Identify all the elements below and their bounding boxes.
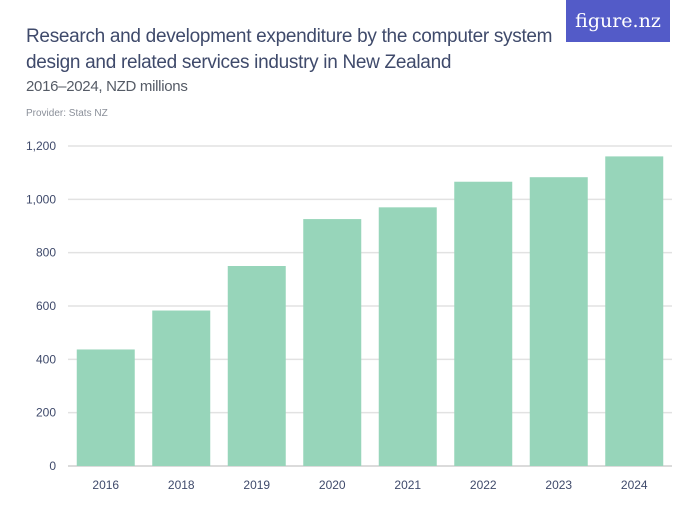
x-tick-label: 2016: [92, 478, 119, 492]
bar-2018: [152, 310, 211, 466]
x-tick-label: 2019: [243, 478, 270, 492]
y-tick-label: 600: [36, 299, 56, 313]
provider-label: Provider: Stats NZ: [26, 108, 108, 119]
figure-nz-logo[interactable]: figure.nz: [566, 0, 670, 42]
bar-2022: [454, 181, 513, 466]
bar-2024: [605, 156, 664, 466]
y-tick-label: 1,000: [26, 192, 56, 206]
x-tick-label: 2022: [470, 478, 497, 492]
x-tick-label: 2024: [621, 478, 648, 492]
bar-2021: [378, 207, 437, 467]
y-tick-label: 200: [36, 406, 56, 420]
bar-2019: [227, 266, 286, 466]
chart-subtitle: 2016–2024, NZD millions: [26, 78, 188, 95]
x-tick-label: 2018: [168, 478, 195, 492]
x-tick-label: 2020: [319, 478, 346, 492]
y-tick-label: 800: [36, 246, 56, 260]
x-tick-label: 2021: [394, 478, 421, 492]
x-tick-label: 2023: [545, 478, 572, 492]
chart-title: Research and development expenditure by …: [26, 26, 553, 73]
y-tick-label: 0: [49, 459, 56, 473]
y-tick-label: 400: [36, 352, 56, 366]
bar-2023: [529, 177, 588, 466]
bar-2016: [76, 349, 135, 466]
y-tick-label: 1,200: [26, 139, 56, 153]
bar-2020: [303, 219, 362, 466]
